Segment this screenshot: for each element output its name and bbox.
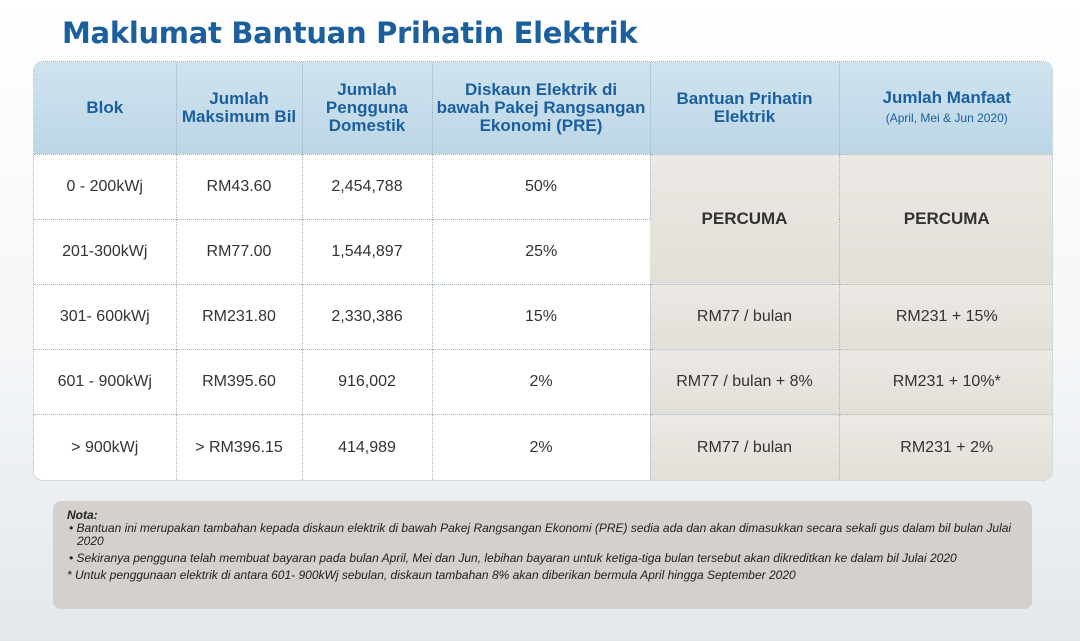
table-row: 601 - 900kWj RM395.60 916,002 2% RM77 / … (34, 349, 1052, 415)
cell-pengguna: 414,989 (302, 414, 433, 480)
header-bantuan: Bantuan Prihatin Elektrik (650, 62, 840, 154)
cell-blok: 0 - 200kWj (34, 153, 177, 220)
note-item: • Sekiranya pengguna telah membuat bayar… (69, 551, 957, 565)
cell-max-bil: RM77.00 (176, 218, 303, 285)
cell-diskaun: 2% (432, 349, 651, 415)
table-row: > 900kWj > RM396.15 414,989 2% RM77 / bu… (34, 414, 1052, 480)
cell-pengguna: 2,454,788 (302, 153, 433, 220)
cell-max-bil: > RM396.15 (176, 414, 303, 480)
cell-blok: 601 - 900kWj (34, 349, 177, 415)
table-header-row: Blok Jumlah Maksimum Bil Jumlah Pengguna… (34, 62, 1052, 154)
cell-manfaat: RM231 + 15% (839, 283, 1052, 350)
cell-manfaat-percuma: PERCUMA (839, 153, 1052, 285)
table-row: 0 - 200kWj RM43.60 2,454,788 50% PERCUMA… (34, 153, 1052, 285)
note-item: * Untuk penggunaan elektrik di antara 60… (67, 568, 796, 582)
notes-heading: Nota: (67, 508, 98, 522)
cell-diskaun: 25% (432, 218, 650, 285)
header-blok: Blok (34, 62, 177, 154)
header-manfaat-sub: (April, Mei & Jun 2020) (885, 110, 1008, 125)
header-manfaat-label: Jumlah Manfaat (882, 87, 1011, 107)
notes-box: Nota: • Bantuan ini merupakan tambahan k… (53, 501, 1032, 609)
header-pengguna: Jumlah Pengguna Domestik (302, 62, 433, 154)
cell-manfaat: RM231 + 2% (839, 414, 1052, 480)
cell-blok: 201-300kWj (34, 218, 177, 285)
cell-pengguna: 2,330,386 (302, 283, 433, 350)
cell-max-bil: RM395.60 (176, 349, 303, 415)
page-title: Maklumat Bantuan Prihatin Elektrik (62, 16, 638, 50)
note-item: • Bantuan ini merupakan tambahan kepada … (69, 521, 1012, 548)
header-max-bil: Jumlah Maksimum Bil (176, 62, 303, 154)
cell-blok: 301- 600kWj (34, 283, 177, 350)
header-manfaat: Jumlah Manfaat (April, Mei & Jun 2020) (839, 62, 1052, 154)
cell-bantuan: RM77 / bulan (650, 283, 840, 350)
cell-diskaun: 15% (432, 283, 651, 350)
cell-blok: > 900kWj (34, 414, 177, 480)
table-row: 301- 600kWj RM231.80 2,330,386 15% RM77 … (34, 283, 1052, 350)
table-row: 201-300kWj RM77.00 1,544,897 25% (34, 218, 1052, 285)
cell-diskaun: 2% (432, 414, 651, 480)
header-diskaun: Diskaun Elektrik di bawah Pakej Rangsang… (432, 62, 651, 154)
cell-max-bil: RM231.80 (176, 283, 303, 350)
cell-bantuan: RM77 / bulan (650, 414, 840, 480)
cell-bantuan: RM77 / bulan + 8% (650, 349, 840, 415)
cell-pengguna: 1,544,897 (302, 218, 433, 285)
cell-bantuan-percuma: PERCUMA (650, 153, 840, 285)
cell-manfaat: RM231 + 10%* (839, 349, 1052, 415)
cell-pengguna: 916,002 (302, 349, 433, 415)
cell-max-bil: RM43.60 (176, 153, 303, 220)
cell-diskaun: 50% (432, 153, 651, 220)
benefit-table: Blok Jumlah Maksimum Bil Jumlah Pengguna… (33, 61, 1053, 481)
